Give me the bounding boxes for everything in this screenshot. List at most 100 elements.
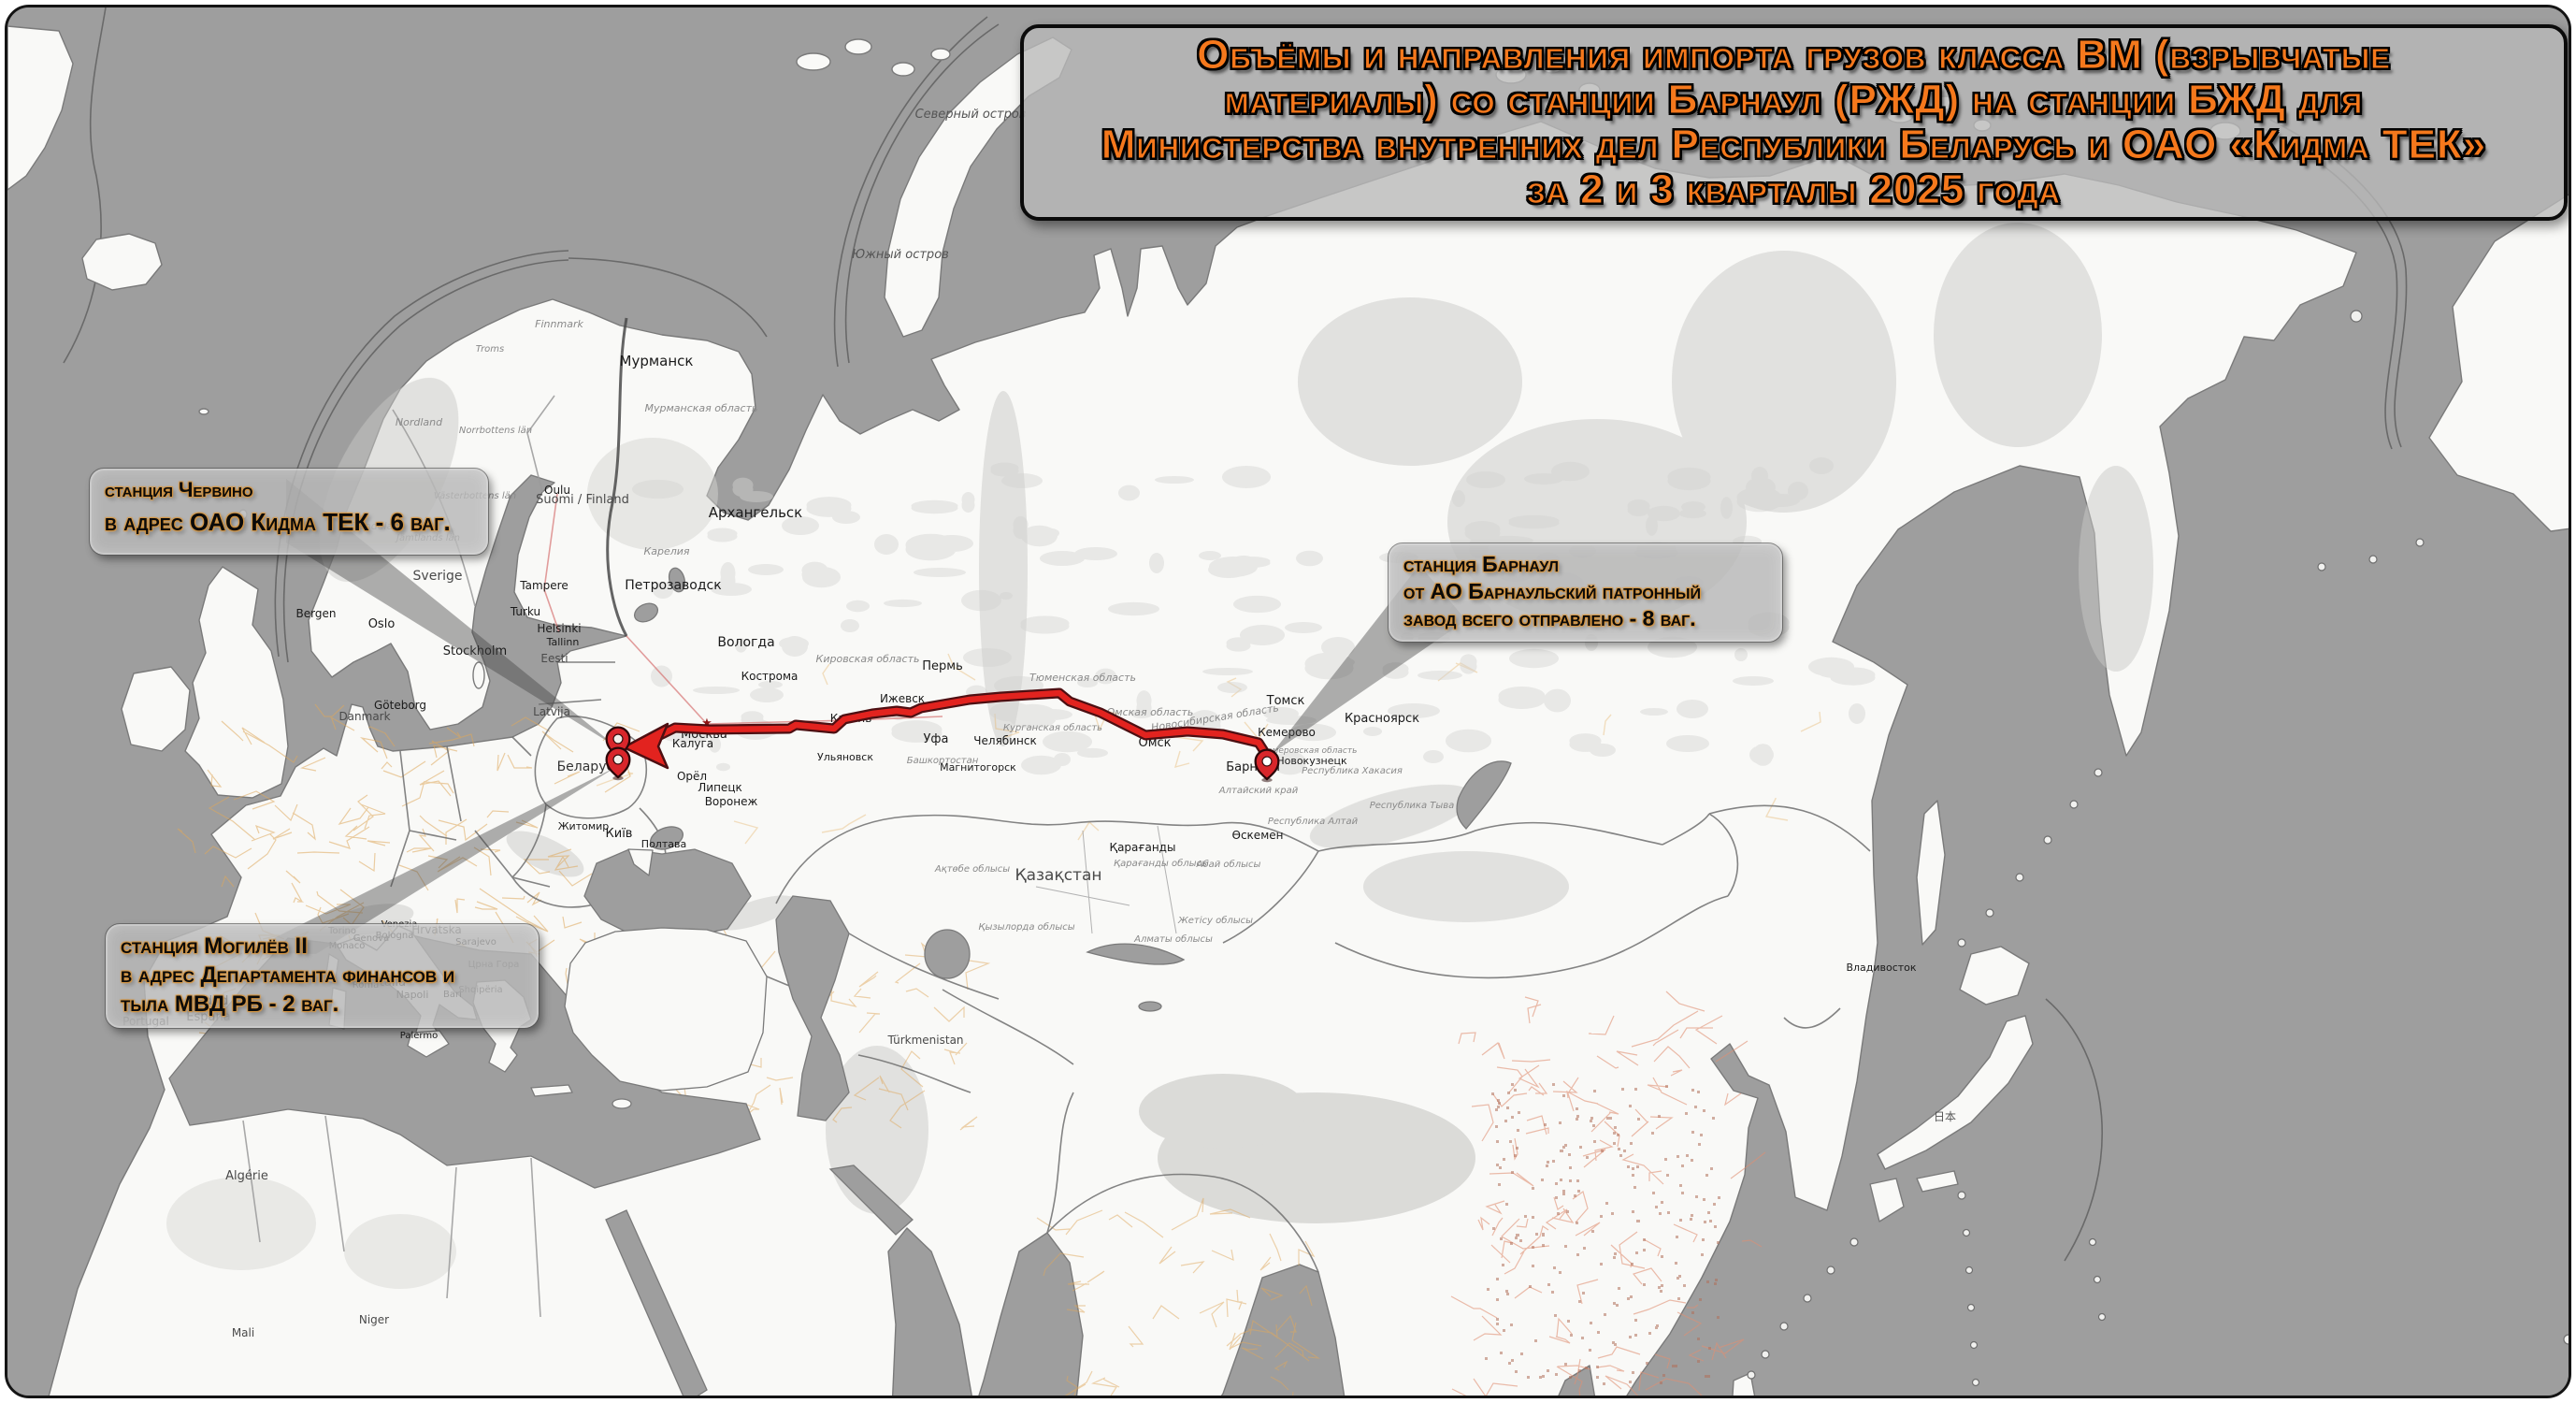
map-label: Sverige (413, 569, 463, 584)
callout-barnaul-line-3: завод всего отправлено - 8 ваг. (1403, 606, 1696, 630)
map-label: Башкортостан (907, 756, 979, 766)
callout-mogilev-line-1: станция Могилёв II (121, 933, 308, 959)
map-label: 日本 (1934, 1110, 1956, 1123)
map-label: Новокузнецк (1276, 755, 1347, 767)
map-label: Кировская область (816, 653, 920, 665)
map-label: Беларусь (557, 759, 622, 774)
crimea (627, 848, 654, 876)
map-label: Воронеж (705, 795, 758, 808)
map-label: Пермь (922, 659, 963, 673)
callout-barnaul-line-2: от АО Барнаульский патронный (1403, 579, 1702, 603)
map-label: Липецк (698, 781, 741, 794)
faroe (198, 408, 209, 415)
hokkaido (1959, 946, 2030, 1005)
map-label: Troms (476, 344, 505, 354)
map-label: Республика Алтай (1268, 816, 1359, 827)
map-label: Абай облысы (1196, 859, 1261, 870)
alaska-corner (2428, 194, 2569, 532)
baikal-lake (1456, 760, 1512, 830)
honshu (1877, 1015, 2034, 1170)
map-label: Finnmark (535, 318, 583, 330)
issyk-kul (1138, 1001, 1162, 1012)
map-label: Калуга (672, 737, 713, 750)
britain (184, 566, 289, 799)
onega-lake (668, 567, 686, 593)
callout-chervino-line-1: станция Червино (105, 478, 253, 501)
map-label: Полтава (641, 838, 686, 850)
map-label: Петрозаводск (625, 578, 721, 593)
title-line-2: материалы) со станции Барнаул (РЖД) на с… (1224, 77, 2364, 123)
callout-mogilev: станция Могилёв II в адрес Департамента … (105, 923, 540, 1029)
map-frame: Северный остров Южный остров Мурманск Мурма… (5, 5, 2571, 1398)
map-label: Республика Хакасия (1302, 765, 1403, 776)
map-label: Oslo (368, 617, 396, 631)
map-label: ★ (701, 716, 712, 730)
map-label: Niger (359, 1313, 389, 1326)
map-label: Кемеровская область (1261, 746, 1358, 756)
map-label: Ижевск (880, 692, 925, 705)
caspian-sea (775, 895, 850, 1121)
sicily (407, 1030, 450, 1058)
iceland (81, 233, 163, 291)
forest-speckle (632, 457, 1876, 775)
map-label: Helsinki (537, 622, 581, 635)
title-line-1: Объёмы и направления импорта грузов клас… (1197, 32, 2391, 78)
balkhash-lake (1086, 943, 1186, 965)
map-label: Қарағанды облысы (1114, 858, 1209, 869)
map-label: Житомир (558, 820, 610, 832)
map-label: Tallinn (546, 636, 580, 648)
map-label: Eesti (540, 652, 568, 665)
eurasia-base-map: Северный остров Южный остров Мурманск Мурма… (7, 7, 2569, 1396)
map-label: Palermo (400, 1031, 438, 1041)
route-arrowhead (622, 722, 669, 770)
map-label: Вологда (717, 635, 774, 650)
title-box: Объёмы и направления импорта грузов клас… (1020, 24, 2568, 221)
map-label: Алматы облысы (1133, 933, 1213, 945)
route-line (653, 689, 1271, 759)
map-label: Қарағанды (1110, 841, 1176, 854)
map-label: Ульяновск (817, 751, 873, 763)
map-label: Göteborg (374, 699, 426, 712)
aral-sea (924, 929, 971, 979)
title-line-3: Министерства внутренних дел Республики Б… (1101, 122, 2487, 167)
svalbard (796, 52, 831, 71)
callout-chervino: станция Червино в адрес ОАО Кидма ТЕК - … (89, 468, 489, 556)
red-sea (605, 1209, 708, 1396)
anatolia (564, 927, 768, 1092)
map-label: Ақтөбе облысы (934, 863, 1010, 875)
map-label: Челябинск (973, 734, 1036, 747)
map-label: Мурманск (620, 353, 694, 369)
road-web (1036, 1197, 1321, 1396)
map-label: Latvija (533, 705, 570, 718)
azov-sea (650, 826, 684, 850)
map-label: Орёл (677, 770, 707, 783)
map-label: Северный остров (915, 108, 1027, 122)
map-label: Turku (510, 605, 540, 618)
crete (530, 1084, 573, 1097)
map-label: Южный остров (852, 248, 949, 262)
map-label: Красноярск (1345, 712, 1419, 726)
map-label: Türkmenistan (886, 1034, 963, 1047)
map-label: Курганская область (1003, 722, 1102, 733)
cyprus (612, 1098, 632, 1109)
map-label: Мурманская область (645, 402, 758, 414)
map-label: Алтайский край (1218, 786, 1299, 796)
map-label: Республика Тыва (1370, 800, 1455, 811)
persian-gulf (828, 1164, 914, 1236)
station-pins (605, 726, 1280, 783)
kyushu-shikoku (1869, 1170, 1959, 1222)
map-label: Тюменская область (1029, 672, 1136, 684)
map-label: Жетісу облысы (1177, 915, 1253, 926)
map-label: Владивосток (1846, 962, 1916, 974)
road-web (1450, 991, 1766, 1396)
ladoga-lake (633, 602, 659, 623)
map-label: Өскемен (1232, 829, 1284, 842)
map-label: Tampere (519, 579, 568, 592)
country-borders (242, 317, 1871, 1318)
gotland (472, 661, 485, 689)
callout-barnaul: станция Барнаул от АО Барнаульский патро… (1388, 542, 1783, 643)
map-label: Mali (232, 1326, 254, 1339)
map-label: Уфа (923, 732, 948, 746)
map-label: Nordland (396, 416, 443, 428)
title-line-4: за 2 и 3 кварталы 2025 года (1527, 166, 2061, 212)
